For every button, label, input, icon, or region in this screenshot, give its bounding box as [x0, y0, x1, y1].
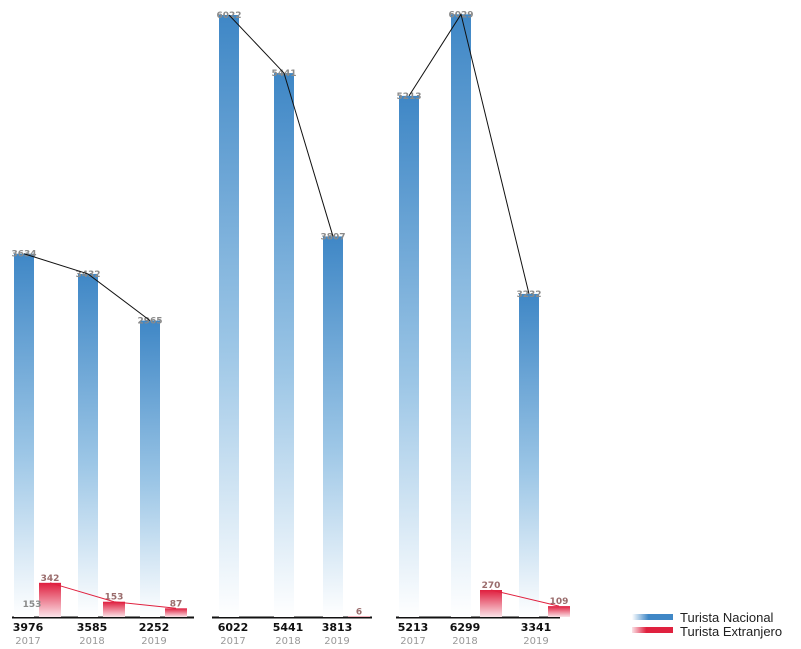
legend-label-nacional: Turista Nacional [680, 610, 774, 625]
label-nacional-2019: 3232 [516, 290, 541, 300]
legend-label-extranjero: Turista Extranjero [680, 624, 782, 639]
label-extranjero-2019: 109 [550, 597, 569, 607]
trend-line-nacional [23, 253, 151, 321]
label-nacional-2017: 3634 [11, 250, 36, 260]
bar-extranjero-2018 [480, 590, 502, 617]
total-2017: 6022 [218, 621, 249, 634]
total-2018: 3585 [77, 621, 108, 634]
total-2019: 3813 [322, 621, 353, 634]
total-2017: 5213 [398, 621, 429, 634]
year-label-2017: 2017 [400, 636, 425, 647]
trend-line-extranjero [49, 582, 177, 609]
label-nacional-2018: 3432 [75, 270, 100, 280]
bar-extranjero-2019 [548, 606, 570, 617]
year-label-2018: 2018 [275, 636, 300, 647]
legend-swatch-extranjero [632, 627, 673, 633]
bar-nacional-2018 [451, 14, 471, 617]
label-nacional-2017: 6022 [216, 11, 241, 21]
total-2019: 2252 [139, 621, 170, 634]
total-2017: 3976 [13, 621, 44, 634]
bar-nacional-2018 [78, 273, 98, 617]
year-label-2019: 2019 [141, 636, 166, 647]
label-nacional-2017: 5213 [396, 92, 421, 102]
bar-nacional-2018 [274, 73, 294, 618]
label-extranjero-2018: 153 [105, 593, 124, 603]
year-label-2019: 2019 [523, 636, 548, 647]
label-extranjero-2019: 87 [170, 599, 183, 609]
year-label-2017: 2017 [15, 636, 40, 647]
year-label-2018: 2018 [452, 636, 477, 647]
total-2018: 6299 [450, 621, 481, 634]
trend-line-extranjero [490, 589, 560, 607]
plot-area: 3634 342 3976 2017 3432 153 3585 2018 2965 87 2252… [11, 10, 570, 647]
legend-swatch-nacional [632, 614, 673, 620]
label-nacional-2019: 2965 [137, 317, 162, 327]
label-extra: 153 [23, 600, 42, 610]
bar-nacional-2019 [519, 293, 539, 617]
bar-nacional-2017 [14, 253, 34, 617]
bar-nacional-2019 [140, 320, 160, 617]
bar-extranjero-2019 [348, 616, 370, 617]
bar-extranjero-2018 [103, 601, 125, 617]
legend: Turista Nacional Turista Extranjero [632, 610, 782, 639]
label-extranjero-2017: 342 [41, 574, 60, 584]
year-label-2019: 2019 [324, 636, 349, 647]
year-label-2018: 2018 [79, 636, 104, 647]
bar-nacional-2019 [323, 236, 343, 617]
bar-extranjero-2019 [165, 608, 187, 617]
bar-nacional-2017 [219, 15, 239, 617]
trend-line-nacional [228, 14, 334, 237]
label-extranjero-2019: 6 [356, 607, 362, 617]
trend-line-nacional [408, 13, 530, 295]
label-extranjero-2018: 270 [482, 581, 501, 591]
bar-extranjero-2017 [39, 582, 61, 617]
label-nacional-2019: 3807 [320, 232, 345, 242]
bar-nacional-2017 [399, 95, 419, 618]
total-2018: 5441 [273, 621, 304, 634]
year-label-2017: 2017 [220, 636, 245, 647]
total-2019: 3341 [521, 621, 552, 634]
